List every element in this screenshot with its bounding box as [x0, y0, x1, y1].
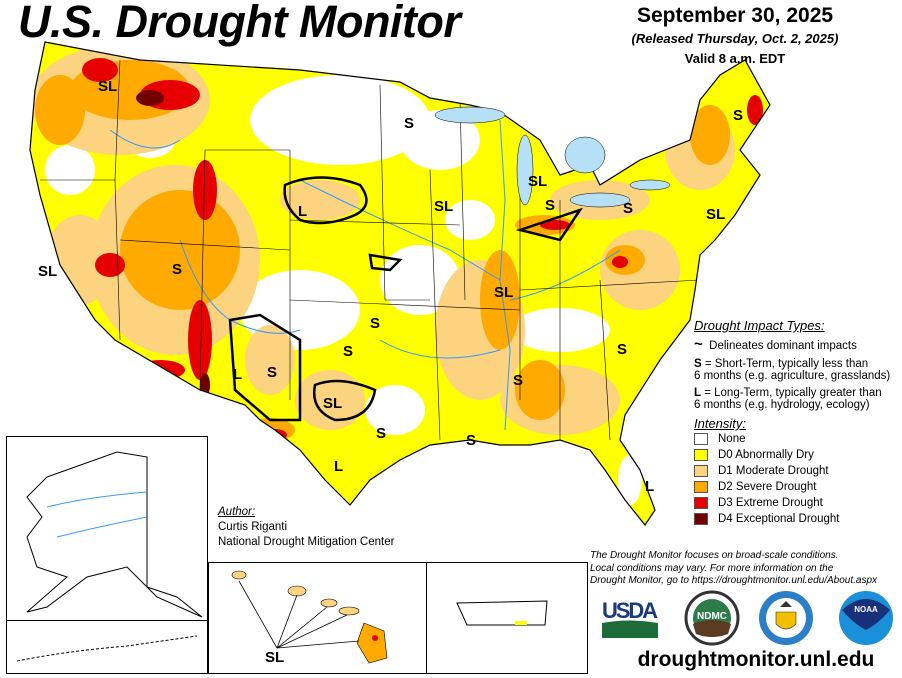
impact-label: SL [323, 395, 343, 412]
delineates-text: Delineates dominant impacts [709, 340, 857, 352]
noaa-logo: NOAA [839, 591, 893, 645]
impact-label: S [733, 107, 744, 124]
legend-item: None [694, 431, 902, 447]
page-title: U.S. Drought Monitor [18, 0, 461, 47]
legend-label: D3 Extreme Drought [718, 497, 823, 509]
svg-text:USDA: USDA [602, 598, 658, 623]
website-url[interactable]: droughtmonitor.unl.edu [637, 648, 875, 671]
legend-swatch [694, 433, 708, 445]
impact-label: S [617, 341, 628, 358]
legend-swatch [694, 497, 708, 509]
alaska-inset [6, 436, 208, 622]
note-line: Drought Monitor, go to https://droughtmo… [590, 575, 878, 586]
legend-label: None [718, 433, 746, 445]
disclaimer-note: The Drought Monitor focuses on broad-sca… [590, 550, 877, 588]
legend-swatch [694, 449, 708, 461]
map-date: September 30, 2025 [636, 4, 834, 27]
impact-label: S [404, 115, 415, 132]
usda-logo: USDA [602, 598, 658, 638]
svg-text:NOAA: NOAA [854, 605, 878, 614]
impact-label: SL [98, 78, 118, 95]
impact-label: L [298, 203, 308, 220]
long-term-text-2: 6 months (e.g. hydrology, ecology) [694, 399, 870, 411]
impact-label: SL [494, 284, 514, 301]
author-name: Curtis Riganti [218, 521, 288, 533]
alaska-map [26, 451, 203, 618]
impact-label: SL [434, 198, 454, 215]
impact-label: L [233, 366, 243, 383]
impact-label: S [370, 315, 381, 332]
great-lakes [434, 106, 671, 208]
hawaii-inset: SL [208, 562, 428, 674]
impact-label: L [334, 458, 344, 475]
delineation-icon: ~ [694, 336, 703, 353]
note-line: Local conditions may vary. For more info… [590, 562, 834, 574]
short-term-text: = Short-Term, typically less than [704, 358, 869, 370]
legend-label: D4 Exceptional Drought [718, 513, 840, 525]
impact-label: SL [528, 173, 548, 190]
agency-logos: USDA NDMC NOAA [602, 590, 893, 646]
impact-label: S [545, 197, 556, 214]
short-term-key: S [694, 358, 702, 370]
long-term-text: = Long-Term, typically greater than [704, 387, 882, 399]
aleutian-inset [6, 620, 208, 674]
impact-delineations [228, 176, 584, 422]
impact-label: S [376, 425, 387, 442]
impact-label: S [172, 261, 183, 278]
intensity-heading: Intensity: [694, 416, 747, 431]
note-line: The Drought Monitor focuses on broad-sca… [590, 550, 839, 561]
impact-label: S [466, 432, 477, 449]
impact-label: S [343, 343, 354, 360]
hawaii-label: SL [265, 649, 285, 666]
legend-swatch [694, 513, 708, 525]
ndmc-logo: NDMC [684, 590, 740, 646]
impact-label: SL [706, 206, 726, 223]
legend-label: D2 Severe Drought [718, 481, 817, 493]
legend-item: D0 Abnormally Dry [694, 447, 902, 463]
legend-swatch [694, 481, 708, 493]
legend-item: D4 Exceptional Drought [694, 511, 902, 527]
author-org: National Drought Mitigation Center [218, 536, 395, 548]
legend-swatch [694, 465, 708, 477]
impact-label: S [267, 364, 278, 381]
impact-label: L [645, 478, 655, 495]
legend: Drought Impact Types: ~ Delineates domin… [694, 318, 902, 527]
legend-label: D1 Moderate Drought [718, 465, 829, 477]
impact-label: S [513, 372, 524, 389]
svg-text:NDMC: NDMC [697, 611, 727, 622]
release-date: (Released Thursday, Oct. 2, 2025) [631, 31, 839, 46]
legend-item: D1 Moderate Drought [694, 463, 902, 479]
short-term-text-2: 6 months (e.g. agriculture, grasslands) [694, 370, 891, 382]
impact-types-heading: Drought Impact Types: [694, 318, 825, 333]
legend-item: D2 Severe Drought [694, 479, 902, 495]
valid-time: Valid 8 a.m. EDT [684, 51, 786, 66]
impact-label: SL [38, 263, 58, 280]
puerto-rico-inset [426, 562, 588, 674]
legend-label: D0 Abnormally Dry [718, 449, 814, 461]
legend-item: D3 Extreme Drought [694, 495, 902, 511]
commerce-logo [759, 591, 813, 645]
author-block: Author: Curtis Riganti National Drought … [218, 505, 394, 550]
author-heading: Author: [218, 506, 256, 518]
long-term-key: L [694, 387, 702, 399]
impact-label: S [623, 200, 634, 217]
